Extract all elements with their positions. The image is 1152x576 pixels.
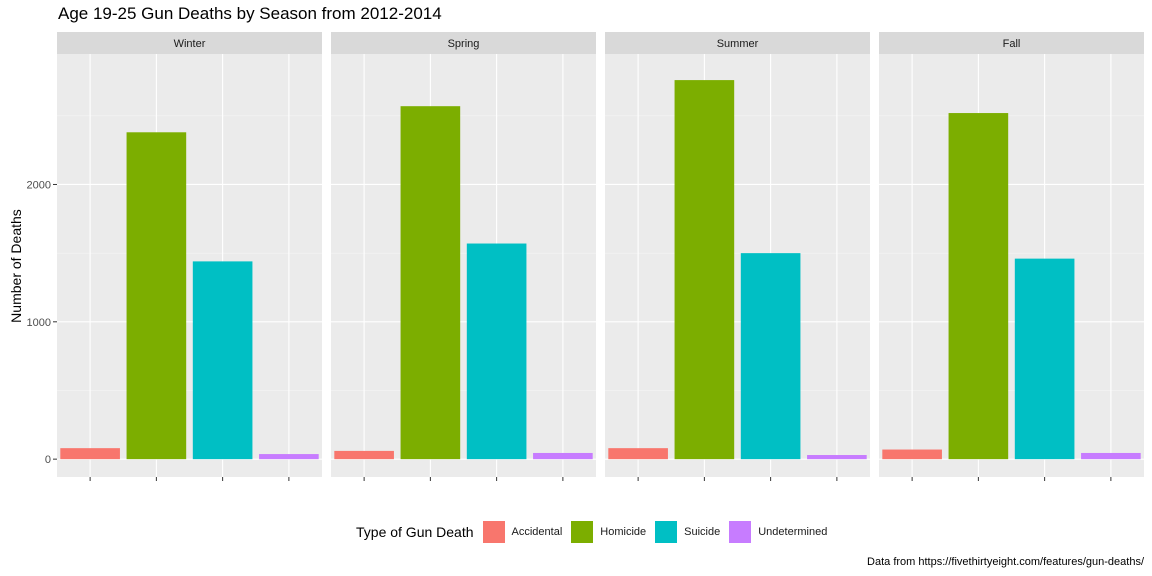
bar-winter-homicide (126, 132, 187, 460)
y-tick-label: 0 (45, 454, 51, 466)
bar-spring-undetermined (533, 452, 593, 460)
legend-key-homicide (571, 521, 594, 543)
bar-summer-homicide (674, 80, 735, 460)
bar-winter-undetermined (259, 454, 319, 460)
legend: Type of Gun Death Accidental Homicide Su… (356, 520, 836, 544)
panel-background-spring (331, 54, 596, 477)
bar-fall-accidental (882, 449, 942, 460)
legend-item-undetermined: Undetermined (729, 521, 827, 543)
facet-label-winter: Winter (174, 38, 206, 50)
bar-winter-accidental (60, 448, 120, 460)
facet-strip-summer (605, 32, 870, 54)
legend-key-accidental (482, 521, 505, 543)
legend-label-suicide: Suicide (684, 526, 721, 538)
bar-spring-homicide (400, 106, 461, 460)
bar-fall-undetermined (1081, 452, 1141, 460)
chart-title: Age 19-25 Gun Deaths by Season from 2012… (58, 4, 442, 23)
legend-item-suicide: Suicide (655, 521, 720, 543)
legend-title: Type of Gun Death (356, 524, 474, 540)
bar-summer-undetermined (807, 455, 867, 460)
bar-spring-accidental (334, 450, 394, 460)
panel-background-fall (879, 54, 1144, 477)
facet-strip-fall (879, 32, 1144, 54)
facet-strip-winter (57, 32, 322, 54)
source-caption: Data from https://fivethirtyeight.com/fe… (867, 556, 1144, 568)
bar-spring-suicide (466, 243, 527, 460)
bar-winter-suicide (192, 261, 253, 460)
legend-label-homicide: Homicide (600, 526, 647, 538)
legend-key-undetermined (729, 521, 752, 543)
bar-fall-suicide (1014, 258, 1075, 460)
facet-strip-spring (331, 32, 596, 54)
bar-fall-homicide (948, 113, 1009, 460)
facet-label-spring: Spring (448, 38, 480, 50)
bar-summer-suicide (740, 253, 801, 460)
legend-label-undetermined: Undetermined (758, 526, 828, 538)
legend-item-accidental: Accidental (482, 521, 563, 543)
y-tick-label: 1000 (27, 317, 51, 329)
y-axis-label: Number of Deaths (8, 209, 24, 323)
y-tick-label: 2000 (27, 179, 51, 191)
panel-background-summer (605, 54, 870, 477)
bar-summer-accidental (608, 448, 668, 460)
legend-label-accidental: Accidental (511, 526, 563, 538)
panel-background-winter (57, 54, 322, 477)
legend-item-homicide: Homicide (571, 521, 646, 543)
facet-label-summer: Summer (717, 38, 759, 50)
legend-key-suicide (655, 521, 678, 543)
facet-label-fall: Fall (1003, 38, 1021, 50)
